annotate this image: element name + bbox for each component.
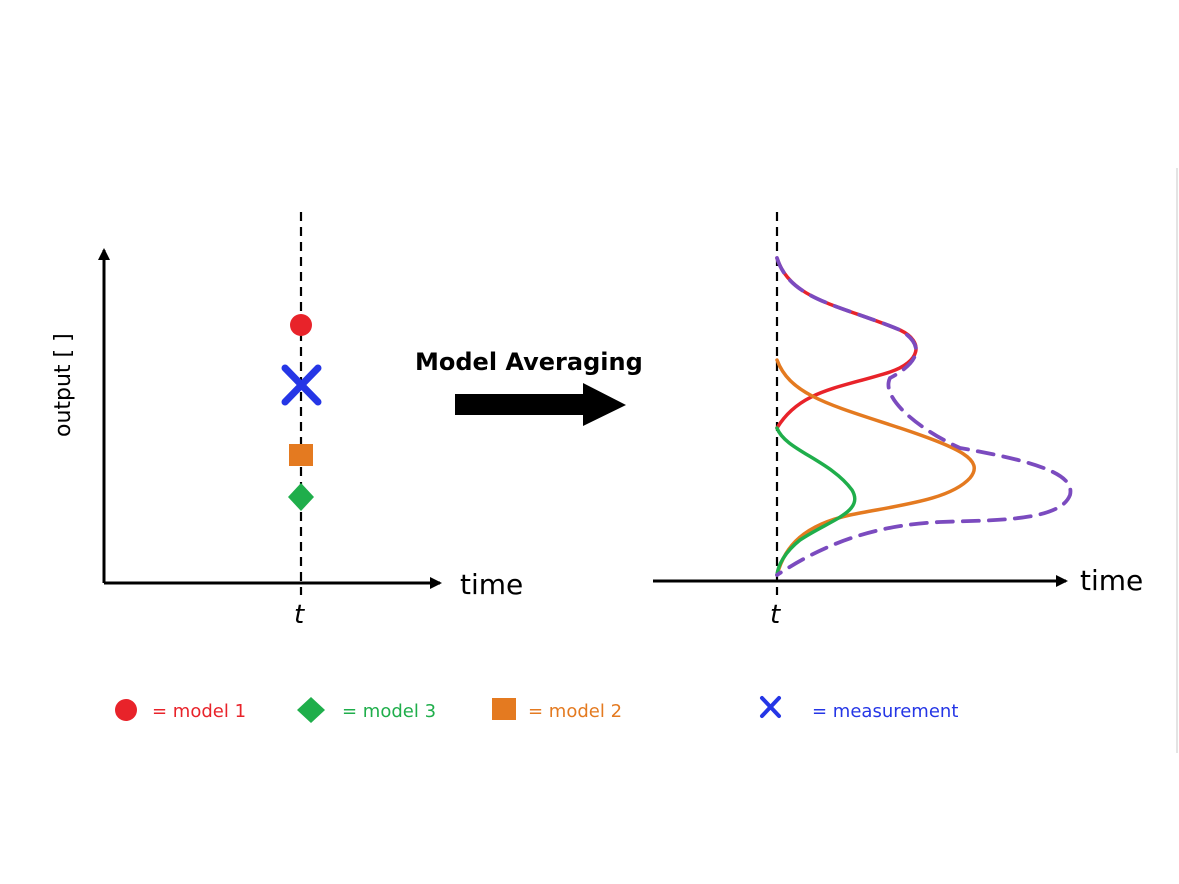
legend-label-model-1: = model 1 bbox=[152, 701, 246, 722]
legend-item-model-2: = model 2 bbox=[492, 698, 622, 722]
model-averaging-arrow: Model Averaging bbox=[415, 348, 643, 426]
cross-icon bbox=[760, 696, 781, 718]
averaged-distribution-curve bbox=[775, 256, 1073, 577]
model-2-marker bbox=[289, 444, 313, 466]
square-icon bbox=[492, 698, 516, 720]
left-x-axis-label: time bbox=[460, 568, 523, 601]
legend-label-measurement: = measurement bbox=[812, 701, 958, 722]
model-1-marker bbox=[290, 314, 312, 336]
model-2-distribution-curve bbox=[775, 358, 976, 577]
right-time-marker: t bbox=[770, 600, 781, 630]
legend-item-model-1: = model 1 bbox=[115, 699, 246, 722]
model-averaging-label: Model Averaging bbox=[415, 348, 643, 376]
left-time-marker: t bbox=[294, 600, 305, 630]
legend: = model 1 = model 3 = model 2 = measurem… bbox=[115, 696, 958, 723]
diamond-icon bbox=[297, 697, 325, 723]
right-edge-border bbox=[1176, 168, 1178, 753]
legend-label-model-2: = model 2 bbox=[528, 701, 622, 722]
legend-label-model-3: = model 3 bbox=[342, 701, 436, 722]
legend-item-model-3: = model 3 bbox=[297, 697, 436, 723]
circle-icon bbox=[115, 699, 137, 721]
right-arrow-icon bbox=[455, 383, 626, 426]
left-panel: output [ ] time t bbox=[51, 212, 523, 630]
left-y-axis-label: output [ ] bbox=[51, 333, 76, 437]
legend-item-measurement: = measurement bbox=[760, 696, 958, 722]
right-x-axis-label: time bbox=[1080, 564, 1143, 597]
model-3-marker bbox=[288, 483, 314, 511]
model-3-distribution-curve bbox=[775, 426, 857, 577]
measurement-marker bbox=[281, 364, 322, 406]
right-panel: time t bbox=[653, 212, 1143, 630]
